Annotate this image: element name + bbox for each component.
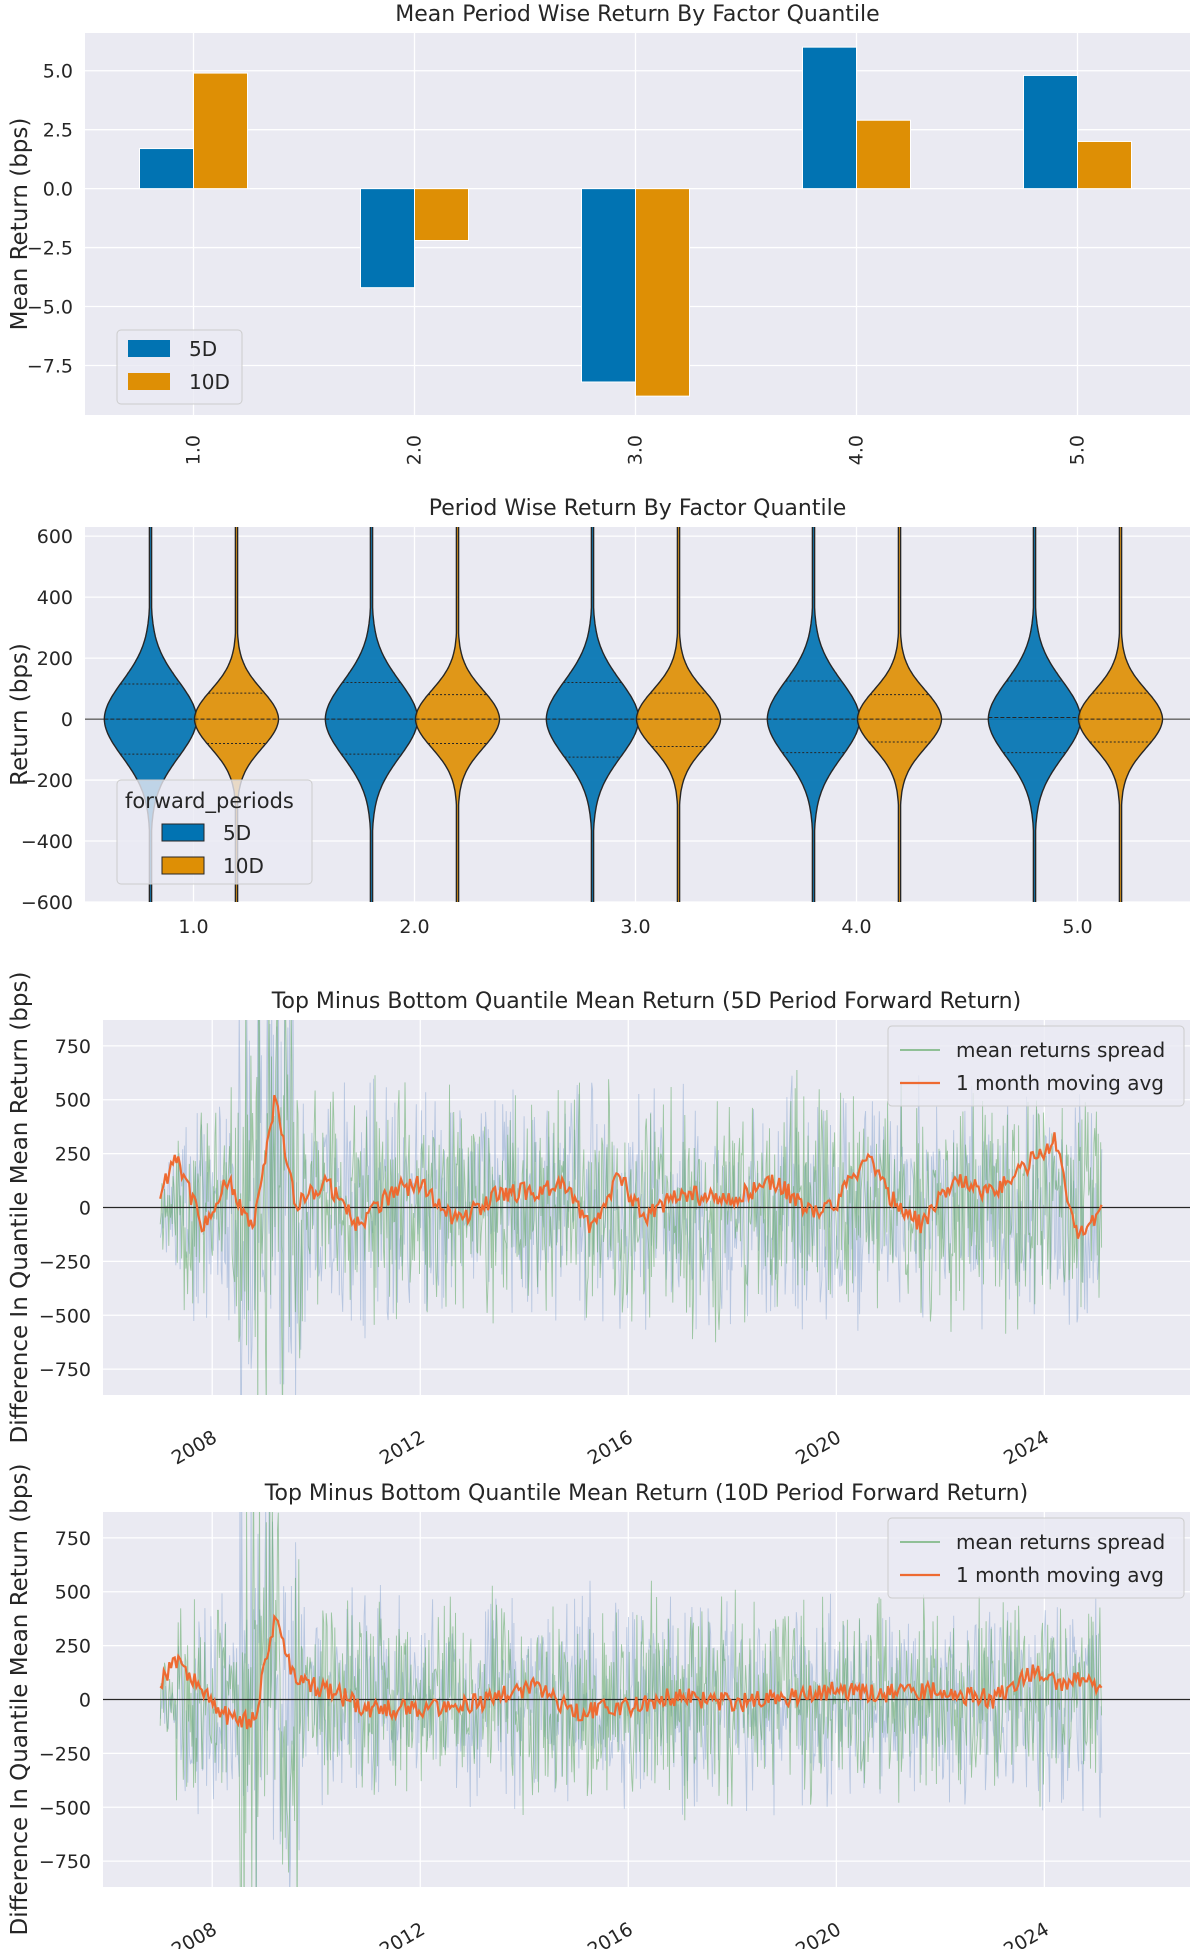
violin-5d-q3 [545,527,640,902]
y-tick-label: 750 [55,1528,91,1550]
spread-line-secondary [159,1512,1103,1887]
y-tick-label: −750 [39,1851,91,1873]
chart-title: Top Minus Bottom Quantile Mean Return (5… [271,989,1021,1014]
y-tick-label: 5.0 [43,61,73,83]
legend-label: 5D [223,821,251,845]
bar-chart-mean-return: Mean Period Wise Return By Factor Quanti… [7,2,1190,465]
bar-10d-q5 [1077,140,1132,190]
y-tick-label: −7.5 [27,355,73,377]
y-tick-label: 400 [37,587,73,609]
legend-title: forward_periods [125,789,294,814]
bar-5d-q1 [139,148,194,190]
x-tick-label: 1.0 [183,435,205,465]
y-tick-label: −500 [39,1305,91,1327]
legend-box [887,1025,1185,1107]
violin-5d-q4 [766,527,861,902]
chart-title: Mean Period Wise Return By Factor Quanti… [395,2,879,27]
y-tick-label: −250 [39,1251,91,1273]
y-tick-label: −2.5 [27,238,73,260]
y-tick-label: −250 [39,1743,91,1765]
bar-5d-q5 [1023,74,1078,190]
y-tick-label: −5.0 [27,297,73,319]
violin-10d-q4 [856,527,943,902]
x-tick-label: 2.0 [399,916,429,938]
violin-5d-q5 [987,527,1082,902]
spread-line [159,1512,1103,1887]
x-tick-label: 5.0 [1067,435,1089,465]
x-tick-label: 2016 [584,1918,637,1949]
legend-label: mean returns spread [956,1038,1165,1062]
x-tick-label: 2020 [792,1426,845,1469]
y-axis-label: Mean Return (bps) [7,118,33,331]
bar-10d-q2 [414,188,469,242]
violin-5d-q2 [324,527,419,902]
legend-label: mean returns spread [956,1530,1165,1554]
y-tick-label: 250 [55,1636,91,1658]
y-tick-label: −600 [21,892,73,914]
bar-5d-q3 [581,188,636,383]
x-tick-label: 2.0 [404,435,426,465]
y-tick-label: 0.0 [43,179,73,201]
y-tick-label: −400 [21,831,73,853]
bar-5d-q2 [360,188,415,289]
x-tick-label: 4.0 [841,916,871,938]
x-tick-label: 2020 [792,1918,845,1949]
legend-label: 10D [223,854,264,878]
y-tick-label: −750 [39,1359,91,1381]
chart-title: Period Wise Return By Factor Quantile [429,496,846,521]
legend-swatch-10d [128,373,170,390]
y-tick-label: 200 [37,648,73,670]
y-axis-label: Difference In Quantile Mean Return (bps) [7,1464,33,1936]
y-axis-label: Difference In Quantile Mean Return (bps) [7,972,33,1444]
x-tick-label: 2012 [376,1426,429,1469]
legend-label: 1 month moving avg [956,1563,1164,1587]
moving-average-line [159,1094,1103,1239]
y-tick-label: 0 [79,1198,91,1220]
x-tick-label: 5.0 [1062,916,1092,938]
x-tick-label: 4.0 [846,435,868,465]
x-tick-label: 2012 [376,1918,429,1949]
y-tick-label: 500 [55,1582,91,1604]
y-tick-label: 0 [79,1690,91,1712]
legend-label: 5D [189,337,217,361]
legend-label: 1 month moving avg [956,1071,1164,1095]
y-tick-label: −500 [39,1797,91,1819]
bar-10d-q4 [856,119,911,190]
violin-10d-q2 [414,527,501,902]
violin-10d-q3 [635,527,722,902]
legend-swatch-5d [128,340,170,357]
legend-box [887,1517,1185,1599]
y-axis-label: Return (bps) [7,643,33,786]
x-tick-label: 3.0 [625,435,647,465]
line-chart-spread-10d: Top Minus Bottom Quantile Mean Return (1… [7,1464,1190,1949]
x-tick-label: 2008 [168,1426,221,1469]
bar-10d-q1 [193,72,248,190]
x-tick-label: 2024 [1000,1426,1053,1469]
violin-chart-return: Period Wise Return By Factor Quantile Ret… [7,496,1190,938]
x-tick-label: 2016 [584,1426,637,1469]
legend-label: 10D [189,370,230,394]
x-tick-label: 2008 [168,1918,221,1949]
chart-title: Top Minus Bottom Quantile Mean Return (1… [264,1481,1028,1506]
y-tick-label: 250 [55,1144,91,1166]
bar-5d-q4 [802,46,857,190]
x-tick-label: 1.0 [178,916,208,938]
y-tick-label: 750 [55,1036,91,1058]
y-tick-label: 600 [37,526,73,548]
legend-swatch-5d [161,823,205,842]
x-tick-label: 2024 [1000,1918,1053,1949]
x-tick-label: 3.0 [620,916,650,938]
line-chart-spread-5d: Top Minus Bottom Quantile Mean Return (5… [7,972,1190,1470]
bar-10d-q3 [635,188,690,397]
violin-10d-q5 [1077,527,1164,902]
moving-average-line [159,1613,1103,1730]
y-tick-label: 0 [61,709,73,731]
legend-swatch-10d [161,856,205,875]
y-tick-label: 2.5 [43,120,73,142]
y-tick-label: −200 [21,770,73,792]
y-tick-label: 500 [55,1090,91,1112]
